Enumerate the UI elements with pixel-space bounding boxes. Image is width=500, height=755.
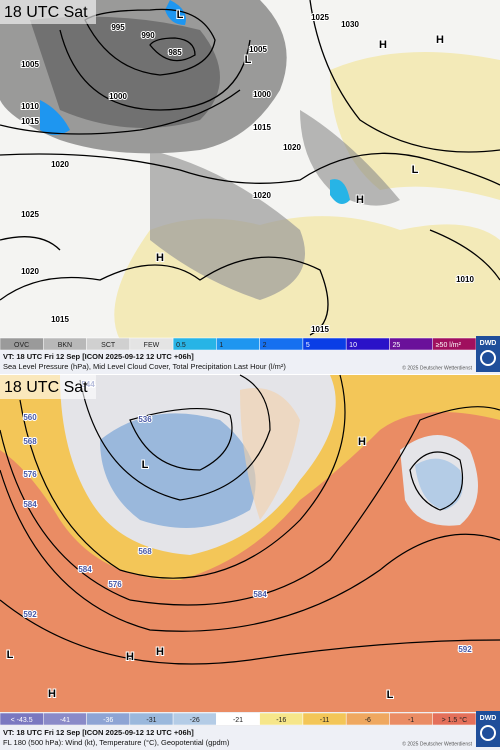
contour-label: 1015 [51, 315, 69, 324]
map-title: 18 UTC Sat [4, 379, 88, 396]
legend-label: > 1.5 °C [442, 716, 468, 724]
caption: VT: 18 UTC Fri 12 Sep [ICON 2025-09-12 1… [3, 728, 194, 737]
pressure-center: L [177, 9, 184, 21]
legend-label: SCT [101, 342, 116, 349]
contour-label: 1020 [283, 143, 301, 152]
logo-mark [480, 350, 496, 366]
contour-label: 1005 [249, 45, 267, 54]
pressure-center: H [156, 646, 164, 658]
contour-label: 1025 [311, 13, 329, 22]
contour-label: 592 [23, 610, 37, 619]
legend-label: ≥50 l/m² [436, 342, 462, 349]
legend-label: 5 [306, 342, 310, 349]
copyright: © 2025 Deutscher Wetterdienst [402, 364, 472, 371]
contour-label: 1025 [21, 210, 39, 219]
contour-label: 1020 [21, 267, 39, 276]
pressure-center: L [245, 54, 252, 66]
pressure-center: L [412, 164, 419, 176]
subcaption: FL 180 (500 hPa): Wind (kt), Temperature… [3, 738, 230, 747]
pressure-center: L [387, 689, 394, 701]
legend-label: 0.5 [176, 342, 186, 349]
contour-label: 1000 [253, 90, 271, 99]
logo-text: DWD [480, 340, 497, 347]
pressure-center: H [126, 651, 134, 663]
contour-label: 584 [253, 590, 267, 599]
contour-label: 1030 [341, 20, 359, 29]
legend-label: 2 [263, 342, 267, 349]
contour-label: 536 [138, 415, 152, 424]
map-upper-air [0, 374, 500, 712]
contour-label: 568 [23, 437, 37, 446]
contour-label: 568 [138, 547, 152, 556]
contour-label: 560 [23, 413, 37, 422]
legend-label: < -43.5 [11, 717, 33, 724]
legend: OVC BKN SCT FEW 0.5 1 2 5 10 25 ≥50 l/m² [0, 337, 477, 351]
contour-label: 990 [141, 31, 155, 40]
legend-label: -11 [320, 717, 330, 724]
legend-label: BKN [58, 342, 72, 349]
contour-label: 592 [458, 645, 472, 654]
pressure-center: H [156, 252, 164, 264]
pressure-center: L [7, 649, 14, 661]
contour-label: 576 [108, 580, 122, 589]
contour-label: 1015 [21, 117, 39, 126]
legend-label: -1 [408, 717, 414, 724]
legend-label: -26 [190, 717, 200, 724]
logo-text: DWD [480, 715, 497, 722]
contour-label: 1010 [456, 275, 474, 284]
legend-label: -6 [365, 717, 371, 724]
contour-label: 584 [78, 565, 92, 574]
legend-label: -36 [103, 717, 113, 724]
contour-label: 1010 [21, 102, 39, 111]
map-title: 18 UTC Sat [4, 4, 88, 21]
contour-label: 1020 [253, 191, 271, 200]
contour-label: 584 [23, 500, 37, 509]
legend-label: 25 [392, 342, 400, 349]
contour-label: 1015 [311, 325, 329, 334]
pressure-center: H [356, 194, 364, 206]
contour-label: 995 [111, 23, 125, 32]
contour-label: 576 [23, 470, 37, 479]
contour-label: 1000 [109, 92, 127, 101]
caption: VT: 18 UTC Fri 12 Sep [ICON 2025-09-12 1… [3, 352, 194, 361]
legend-label: -31 [146, 717, 156, 724]
logo-mark [480, 725, 496, 741]
legend-label: -21 [233, 717, 243, 724]
pressure-center: H [436, 34, 444, 46]
contour-label: 985 [168, 48, 182, 57]
caption-box [0, 350, 500, 374]
legend: < -43.5 -41 -36 -31 -26 -21 -16 -11 -6 -1 > 1.5 °C [0, 712, 477, 726]
legend-label: 10 [349, 342, 357, 349]
pressure-center: H [358, 436, 366, 448]
legend-label: 1 [219, 342, 223, 349]
contour-label: 1005 [21, 60, 39, 69]
copyright: © 2025 Deutscher Wetterdienst [402, 740, 472, 747]
pressure-center: L [142, 459, 149, 471]
pressure-center: H [48, 688, 56, 700]
title-box [0, 375, 96, 399]
caption-box [0, 726, 500, 750]
pressure-center: H [379, 39, 387, 51]
map-surface [0, 0, 500, 340]
legend-label: -16 [276, 717, 286, 724]
legend-label: -41 [60, 717, 70, 724]
contour-label: 1015 [253, 123, 271, 132]
contour-label: 1020 [51, 160, 69, 169]
subcaption: Sea Level Pressure (hPa), Mid Level Clou… [3, 362, 286, 371]
title-box [0, 0, 96, 24]
legend-label: FEW [144, 342, 160, 349]
legend-label: OVC [14, 342, 29, 349]
